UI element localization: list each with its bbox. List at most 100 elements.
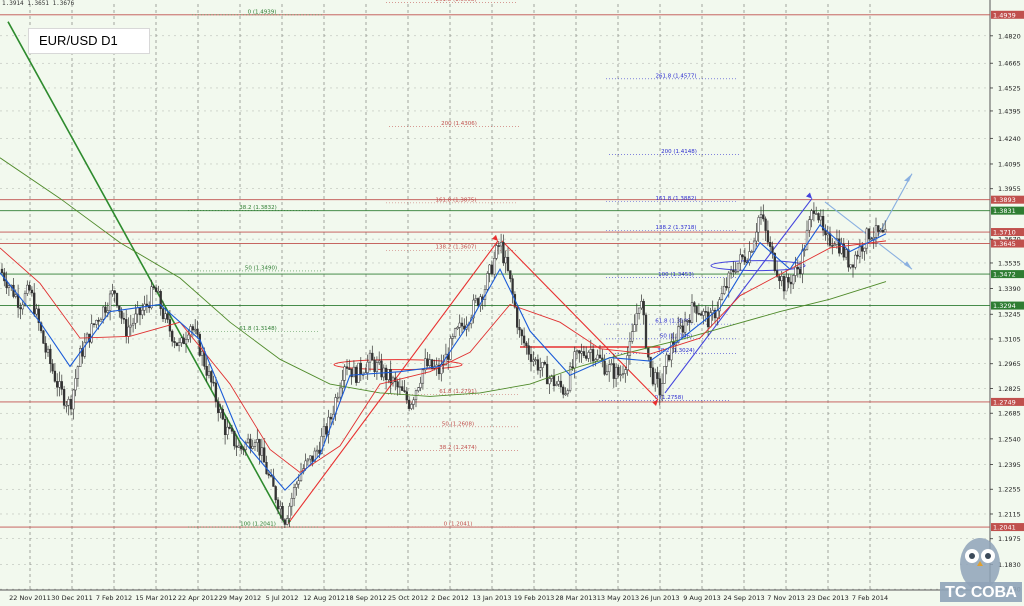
- candle-body: [762, 214, 765, 220]
- candle-body: [138, 307, 142, 316]
- candle-body: [177, 342, 181, 346]
- candle-body: [874, 225, 878, 238]
- candle-body: [7, 285, 11, 288]
- candle-body: [198, 333, 201, 356]
- watermark-text: TC СОВА: [945, 584, 1017, 601]
- candle-body: [681, 325, 684, 333]
- candle-body: [154, 287, 158, 292]
- candle-body: [603, 360, 606, 375]
- fib-label: 38.2 (1.3832): [239, 205, 277, 211]
- candle-body: [711, 309, 714, 314]
- y-tick-label: 1.4525: [998, 84, 1021, 92]
- candle-body: [633, 324, 636, 332]
- candle-body: [840, 243, 843, 254]
- candle-body: [835, 238, 839, 245]
- candle-body: [798, 268, 802, 274]
- candle-body: [539, 367, 542, 371]
- x-tick-label: 22 Apr 2012: [178, 594, 218, 602]
- trend-arrowhead: [806, 192, 812, 199]
- candle-body: [861, 245, 864, 252]
- candle-body: [815, 213, 818, 215]
- candle-body: [320, 435, 323, 454]
- x-tick-label: 5 Jul 2012: [266, 594, 299, 602]
- blue-uptrend-line: [664, 198, 813, 394]
- candle-body: [194, 328, 197, 331]
- candle-body: [371, 352, 374, 361]
- candle-body: [713, 309, 717, 319]
- candle-body: [752, 240, 756, 252]
- x-tick-label: 7 Feb 2014: [852, 594, 888, 602]
- y-tick-label: 1.4820: [998, 32, 1021, 40]
- candle-body: [502, 242, 505, 264]
- x-tick-label: 7 Nov 2013: [767, 594, 805, 602]
- candle-body: [702, 311, 705, 316]
- candle-body: [612, 363, 615, 379]
- fib-label: 0 (1.2041): [444, 522, 473, 528]
- candle-body: [723, 285, 726, 294]
- candle-body: [401, 386, 404, 391]
- candle-body: [764, 218, 767, 231]
- candle-body: [488, 264, 491, 274]
- candle-body: [249, 438, 252, 449]
- candle-body: [734, 271, 737, 273]
- candle-body: [644, 314, 648, 349]
- candle-body: [295, 483, 298, 488]
- candle-body: [221, 409, 224, 420]
- candle-body: [0, 268, 4, 273]
- y-tick-label: 1.4665: [998, 60, 1021, 68]
- candle-body: [541, 362, 544, 368]
- candle-body: [626, 355, 629, 370]
- candle-body: [575, 350, 579, 352]
- candle-body: [872, 237, 875, 239]
- candle-body: [677, 326, 680, 343]
- candle-body: [327, 416, 330, 435]
- candle-body: [315, 449, 319, 452]
- owl-icon: [940, 538, 1022, 602]
- y-tick-label: 1.1830: [998, 561, 1021, 569]
- candle-body: [571, 366, 574, 369]
- candle-body: [322, 426, 326, 437]
- candle-body: [585, 355, 588, 359]
- candle-body: [458, 322, 461, 328]
- candle-body: [534, 359, 537, 361]
- candle-body: [141, 309, 144, 316]
- candle-body: [522, 335, 526, 344]
- candle-body: [785, 277, 788, 292]
- candle-body: [281, 505, 284, 520]
- x-tick-label: 9 Aug 2013: [683, 594, 721, 602]
- candle-body: [782, 276, 786, 292]
- candle-body: [766, 230, 770, 243]
- candle-body: [580, 351, 583, 354]
- candle-body: [619, 374, 622, 376]
- candle-body: [654, 372, 657, 385]
- candle-body: [867, 228, 871, 240]
- candle-body: [821, 215, 825, 231]
- candle-body: [631, 331, 634, 342]
- candle-body: [683, 320, 687, 333]
- projection-arrowhead: [904, 261, 912, 270]
- candle-body: [79, 348, 82, 367]
- y-tick-label: 1.3955: [998, 185, 1021, 193]
- candle-body: [219, 409, 222, 413]
- candle-body: [81, 348, 84, 357]
- candle-body: [704, 311, 707, 313]
- candle-body: [263, 447, 266, 463]
- fib-label: 161.8 (1.3882): [655, 196, 696, 202]
- fib-label: 138.2 (1.3607): [435, 245, 476, 251]
- y-tick-label: 1.2395: [998, 461, 1021, 469]
- fib-label: 0 (1.4939): [248, 9, 277, 15]
- candle-body: [817, 213, 820, 221]
- candle-body: [844, 249, 848, 258]
- y-tick-label: 1.2115: [998, 510, 1021, 518]
- candle-body: [509, 270, 512, 279]
- candle-body: [771, 246, 774, 254]
- y-tick-label: 1.3535: [998, 259, 1021, 267]
- candle-body: [348, 368, 351, 370]
- candle-body: [387, 369, 390, 380]
- candle-body: [217, 401, 220, 413]
- x-tick-label: 15 Mar 2012: [135, 594, 176, 602]
- candle-body: [398, 386, 402, 388]
- candle-body: [104, 306, 107, 313]
- price-label-bg: [991, 239, 1024, 248]
- candle-body: [559, 380, 563, 388]
